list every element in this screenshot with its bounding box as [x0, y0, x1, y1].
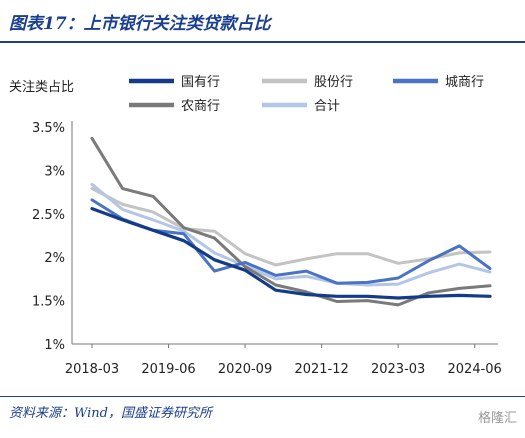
x-tick-label: 2024-06 — [448, 362, 502, 377]
x-tick-label: 2021-12 — [294, 362, 348, 377]
y-axis-label: 关注类占比 — [9, 80, 74, 95]
y-tick-label: 1% — [44, 338, 65, 353]
source-note: 资料来源：Wind，国盛证券研究所 — [9, 406, 212, 421]
legend-label: 农商行 — [181, 99, 220, 114]
legend-label: 合计 — [314, 99, 340, 114]
series-line — [90, 136, 492, 307]
legend-item: 农商行 — [129, 99, 220, 114]
x-tick-label: 2023-03 — [371, 362, 425, 377]
series-line — [90, 207, 492, 300]
legend-item: 城商行 — [393, 75, 484, 90]
watermark-logo: 格隆汇 — [477, 411, 517, 426]
title-divider — [0, 41, 525, 43]
legend-label: 国有行 — [181, 75, 220, 90]
y-tick-label: 3.5% — [32, 121, 65, 136]
legend-item: 合计 — [262, 99, 340, 114]
title-bar: 图表17：上市银行关注类贷款占比 — [0, 0, 525, 42]
x-tick-label: 2020-09 — [218, 362, 272, 377]
y-tick-label: 2.5% — [32, 208, 65, 223]
series-line — [90, 182, 492, 287]
y-tick-label: 2% — [44, 251, 65, 266]
chart-title: 图表17：上市银行关注类贷款占比 — [9, 14, 271, 34]
legend-label: 股份行 — [314, 75, 353, 90]
y-tick-label: 1.5% — [32, 295, 65, 310]
series-line — [90, 187, 492, 267]
legend-item: 国有行 — [129, 75, 220, 90]
legend-item: 股份行 — [262, 75, 353, 90]
footer-divider — [0, 396, 525, 397]
x-tick-label: 2018-03 — [65, 362, 119, 377]
y-tick-label: 3% — [44, 164, 65, 179]
x-tick-label: 2019-06 — [141, 362, 195, 377]
axes: 1% 1.5% 2% 2.5% 3% 3.5% 2018-03 2019-06 2020-09 2… — [32, 121, 502, 377]
series-lines — [90, 136, 492, 307]
legend-label: 城商行 — [445, 75, 484, 90]
